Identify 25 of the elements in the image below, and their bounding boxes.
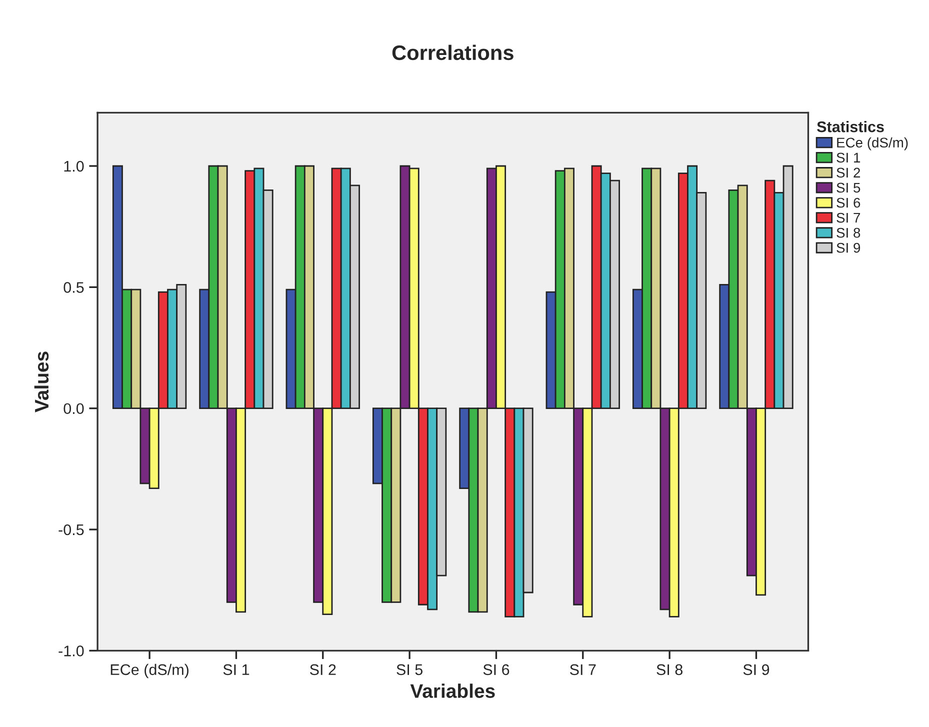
legend-label: SI 7 [836,212,860,223]
y-tick-label: 0.5 [64,282,84,293]
x-tick-label: SI 7 [570,664,596,676]
y-axis-title: Values [34,352,49,412]
legend-label: SI 8 [836,228,860,238]
x-tick-label: SI 5 [396,664,422,676]
legend-label: SI 5 [836,182,860,193]
y-tick-label: -0.5 [58,524,84,536]
legend-label: ECe (dS/m) [837,137,908,150]
legend-label: SI 6 [836,198,860,208]
x-tick-label: SI 1 [223,664,250,676]
y-tick-label: -1.0 [58,646,84,656]
x-tick-label: ECe (dS/m) [110,664,188,678]
legend-label: SI 1 [836,152,860,163]
y-tick-label: 1.0 [64,160,84,172]
x-tick-label: SI 8 [656,664,682,676]
x-tick-label: SI 6 [483,664,510,676]
chart-title: Correlations [392,44,514,60]
legend-label: SI 9 [836,242,860,253]
legend-title: Statistics [817,121,884,132]
x-axis-title: Variables [410,684,495,698]
y-tick-label: 0.0 [64,403,84,414]
x-tick-label: SI 2 [310,664,336,676]
legend-label: SI 2 [836,168,860,178]
x-tick-label: SI 9 [743,664,770,676]
